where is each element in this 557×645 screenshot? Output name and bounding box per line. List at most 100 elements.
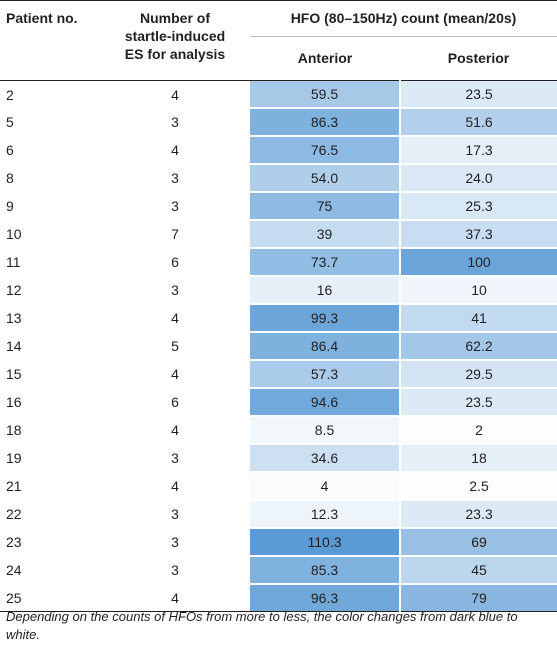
cell-anterior-hfo: 96.3 [250,584,401,612]
hfo-table-container: Patient no. Number of startle-induced ES… [0,0,557,612]
cell-posterior-hfo: 2 [400,416,557,445]
cell-posterior-hfo: 29.5 [400,360,557,389]
header-hfo-count: HFO (80–150Hz) count (mean/20s) [250,0,557,37]
cell-es-count: 4 [171,478,179,494]
cell-anterior-hfo: 99.3 [250,304,401,333]
cell-posterior-hfo: 23.5 [400,388,557,417]
cell-patient-no: 22 [6,506,22,522]
cell-es-count: 3 [171,450,179,466]
cell-posterior-hfo: 69 [400,528,557,557]
cell-es-count: 7 [171,226,179,242]
cell-es-count: 4 [171,142,179,158]
cell-es-count: 3 [171,282,179,298]
cell-patient-no: 10 [6,226,22,242]
cell-posterior-hfo: 2.5 [400,472,557,501]
table-row: 9 3 75 25.3 [0,192,557,221]
cell-posterior-hfo: 17.3 [400,136,557,165]
table-row: 2 4 59.5 23.5 [0,80,557,109]
cell-posterior-hfo: 79 [400,584,557,612]
cell-es-count: 4 [171,366,179,382]
table-row: 8 3 54.0 24.0 [0,164,557,193]
cell-posterior-hfo: 18 [400,444,557,473]
hfo-count-table: Patient no. Number of startle-induced ES… [0,0,557,612]
cell-patient-no: 18 [6,422,22,438]
table-footnote: Depending on the counts of HFOs from mor… [6,609,518,642]
header-es-line2: startle-induced [124,28,226,44]
table-row: 18 4 8.5 2 [0,416,557,445]
header-anterior: Anterior [250,36,400,81]
table-row: 5 3 86.3 51.6 [0,108,557,137]
cell-patient-no: 9 [6,198,14,214]
cell-posterior-hfo: 25.3 [400,192,557,221]
cell-anterior-hfo: 57.3 [250,360,401,389]
cell-anterior-hfo: 16 [250,276,401,305]
table-row: 15 4 57.3 29.5 [0,360,557,389]
cell-patient-no: 2 [6,86,14,103]
cell-patient-no: 6 [6,142,14,158]
cell-anterior-hfo: 59.5 [250,80,401,109]
cell-anterior-hfo: 39 [250,220,401,249]
cell-posterior-hfo: 24.0 [400,164,557,193]
table-row: 16 6 94.6 23.5 [0,388,557,417]
cell-es-count: 4 [100,584,250,612]
cell-anterior-hfo: 85.3 [250,556,401,585]
cell-es-count: 4 [171,310,179,326]
cell-patient-no: 11 [6,254,21,270]
cell-posterior-hfo: 62.2 [400,332,557,361]
table-row: 25 4 96.3 79 [0,584,557,612]
cell-anterior-hfo: 86.4 [250,332,401,361]
cell-patient-no: 5 [6,114,14,130]
cell-posterior-hfo: 10 [400,276,557,305]
cell-es-count: 3 [171,170,179,186]
table-body: 2 4 59.5 23.5 5 3 86.3 51.6 6 4 76.5 17.3 8 3 54.0 24.0… [0,80,557,612]
table-row: 11 6 73.7 100 [0,248,557,277]
cell-patient-no: 21 [6,478,22,494]
cell-patient-no: 14 [6,338,22,354]
header-es-line1: Number of [140,10,210,26]
cell-anterior-hfo: 8.5 [250,416,401,445]
cell-es-count: 3 [171,198,179,214]
cell-es-count: 6 [171,254,179,270]
table-row: 12 3 16 10 [0,276,557,305]
header-es-count: Number of startle-induced ES for analysi… [100,0,250,81]
table-row: 22 3 12.3 23.3 [0,500,557,529]
cell-anterior-hfo: 73.7 [250,248,401,277]
cell-anterior-hfo: 110.3 [250,528,401,557]
cell-patient-no: 23 [6,534,22,550]
table-row: 23 3 110.3 69 [0,528,557,557]
cell-anterior-hfo: 12.3 [250,500,401,529]
cell-posterior-hfo: 100 [400,248,557,277]
cell-patient-no: 24 [6,562,22,578]
table-row: 6 4 76.5 17.3 [0,136,557,165]
cell-anterior-hfo: 54.0 [250,164,401,193]
cell-posterior-hfo: 41 [400,304,557,333]
cell-posterior-hfo: 51.6 [400,108,557,137]
table-row: 24 3 85.3 45 [0,556,557,585]
cell-es-count: 3 [171,562,179,578]
cell-patient-no: 12 [6,282,22,298]
cell-patient-no: 8 [6,170,14,186]
table-row: 13 4 99.3 41 [0,304,557,333]
cell-patient-no: 13 [6,310,22,326]
table-row: 14 5 86.4 62.2 [0,332,557,361]
cell-es-count: 4 [171,86,179,103]
cell-patient-no: 19 [6,450,22,466]
header-posterior: Posterior [400,36,557,81]
header-patient-no: Patient no. [0,0,100,81]
cell-anterior-hfo: 94.6 [250,388,401,417]
cell-es-count: 6 [171,394,179,410]
cell-patient-no: 15 [6,366,22,382]
cell-anterior-hfo: 75 [250,192,401,221]
table-row: 21 4 4 2.5 [0,472,557,501]
cell-posterior-hfo: 45 [400,556,557,585]
cell-posterior-hfo: 37.3 [400,220,557,249]
cell-es-count: 3 [171,534,179,550]
header-es-line3: ES for analysis [124,46,226,62]
table-header: Patient no. Number of startle-induced ES… [0,0,557,81]
cell-posterior-hfo: 23.5 [400,80,557,109]
cell-es-count: 3 [171,506,179,522]
cell-posterior-hfo: 23.3 [400,500,557,529]
cell-anterior-hfo: 4 [250,472,401,501]
cell-patient-no: 16 [6,394,22,410]
cell-anterior-hfo: 34.6 [250,444,401,473]
